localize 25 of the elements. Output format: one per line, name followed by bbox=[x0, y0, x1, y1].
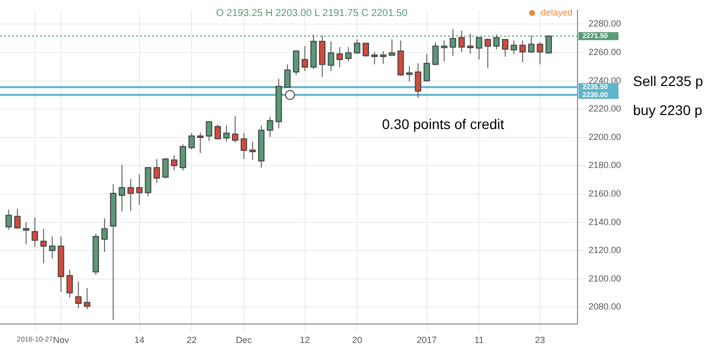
y-tick-label: 2260.00 bbox=[588, 46, 622, 57]
y-tick-label: 2200.00 bbox=[588, 132, 622, 142]
y-tick-label: 2280.00 bbox=[588, 18, 622, 29]
y-tick-label: 2140.00 bbox=[588, 216, 622, 227]
y-tick-label: 2180.00 bbox=[588, 160, 622, 170]
text: Sell 2235 p bbox=[633, 72, 704, 89]
x-tick-label: 11 bbox=[474, 335, 484, 346]
x-tick-label: 12 bbox=[300, 335, 310, 346]
y-tick-label: 2080.00 bbox=[588, 302, 622, 312]
y-tick-label: 2160.00 bbox=[588, 188, 622, 198]
x-tick-label: 2017 bbox=[416, 335, 437, 346]
y-tick-label: 2100.00 bbox=[588, 273, 622, 284]
y-tick-label: 2240.00 bbox=[588, 75, 622, 86]
y-tick-label: 2120.00 bbox=[588, 245, 622, 256]
text: buy 2230 p bbox=[633, 102, 702, 118]
x-tick-label: Nov bbox=[52, 335, 70, 346]
annotation: delayed bbox=[540, 7, 572, 18]
annotation: 0.30 points of credit bbox=[382, 116, 504, 132]
x-tick-label: 14 bbox=[134, 335, 144, 346]
x-tick-label: 23 bbox=[535, 335, 546, 346]
chart-subtitle: O 2193.25 H 2203.00 L 2191.75 C 2201.50 bbox=[216, 8, 408, 19]
x-tick-label: 20 bbox=[352, 335, 362, 346]
x-tick-label: Dec bbox=[236, 335, 252, 346]
y-tick-label: 2220.00 bbox=[588, 104, 622, 114]
x-tick-label: 22 bbox=[186, 335, 197, 346]
